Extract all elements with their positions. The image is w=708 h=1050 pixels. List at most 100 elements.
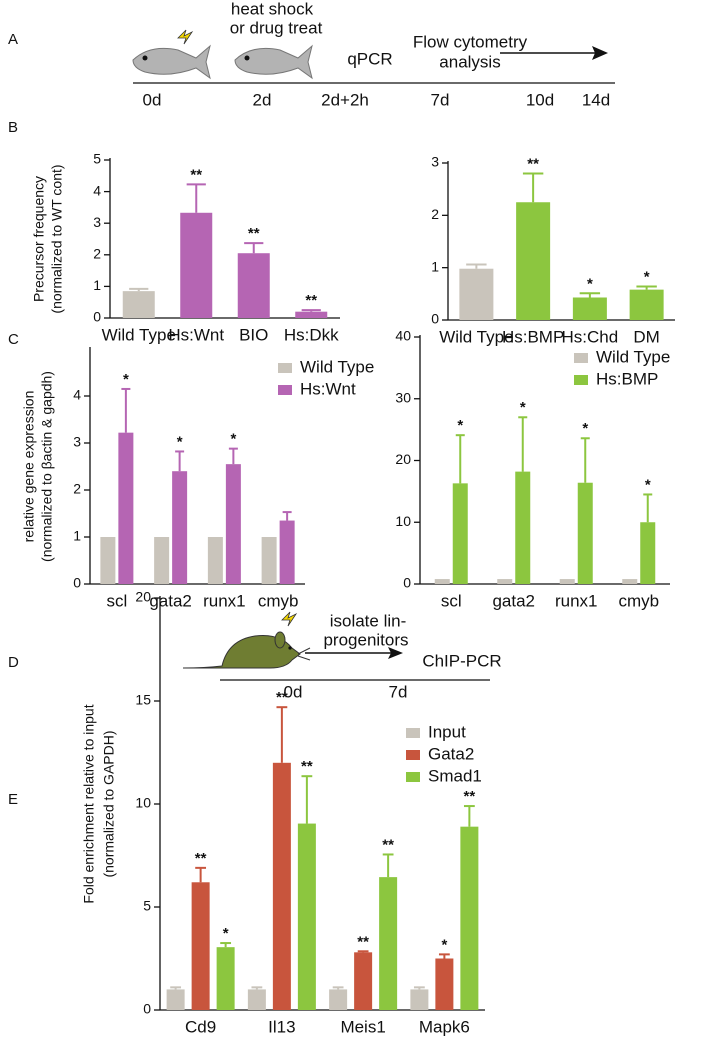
day-label: 0d	[284, 682, 303, 701]
day-label: 7d	[389, 682, 408, 701]
significance-label: **	[276, 689, 288, 706]
panel-label: E	[8, 791, 18, 808]
bar	[379, 877, 398, 1010]
bar	[100, 537, 116, 584]
error-bar	[228, 447, 238, 465]
y-tick-label: 10	[135, 795, 151, 811]
y-tick-label: 20	[135, 589, 151, 605]
significance-label: **	[357, 933, 369, 950]
day-label: 10d	[526, 90, 554, 109]
error-bar	[522, 172, 544, 203]
error-bar	[186, 183, 206, 213]
bar	[237, 253, 270, 318]
bar	[166, 989, 185, 1010]
significance-label: **	[248, 225, 260, 242]
timeline-label: progenitors	[323, 630, 408, 649]
error-bar	[220, 942, 232, 948]
error-bar	[455, 434, 465, 484]
bar	[515, 471, 531, 584]
timeline-label: or drug treat	[230, 18, 323, 37]
bar	[572, 297, 607, 320]
significance-label: **	[195, 850, 207, 867]
significance-label: *	[177, 433, 183, 450]
error-bar	[301, 309, 321, 312]
day-label: 0d	[143, 90, 162, 109]
bar	[516, 202, 551, 320]
y-axis-label: (normalized to WT cont)	[49, 164, 65, 313]
day-label: 2d	[253, 90, 272, 109]
x-tick-label: Il13	[268, 1017, 295, 1036]
x-tick-label: Hs:Dkk	[284, 325, 339, 344]
bar	[216, 947, 235, 1010]
y-tick-label: 0	[431, 311, 439, 327]
legend-swatch	[574, 375, 588, 385]
error-bar	[438, 953, 450, 959]
error-bar	[636, 285, 657, 290]
error-bar	[276, 706, 288, 763]
significance-label: *	[644, 268, 650, 285]
significance-label: *	[230, 431, 236, 448]
error-bar	[301, 775, 313, 824]
y-axis-label: Precursor frequency	[31, 176, 47, 302]
timeline-label: qPCR	[347, 49, 392, 68]
bar	[191, 882, 210, 1010]
timeline-label: isolate lin-	[330, 611, 407, 630]
bar	[497, 579, 513, 584]
legend-swatch	[278, 363, 292, 373]
significance-label: **	[464, 788, 476, 805]
bar	[329, 989, 348, 1010]
timeline-a: heat shock or drug treat qPCR Flow cytom…	[132, 0, 615, 109]
significance-label: *	[582, 420, 588, 437]
panel-label: A	[8, 31, 18, 48]
y-tick-label: 1	[73, 528, 81, 544]
error-bar	[170, 986, 182, 990]
bar	[452, 483, 468, 584]
error-bar	[466, 263, 487, 269]
bar	[460, 826, 479, 1010]
y-tick-label: 1	[93, 277, 101, 293]
y-tick-label: 0	[403, 575, 411, 591]
significance-label: *	[123, 371, 129, 388]
timeline-label: ChIP-PCR	[422, 651, 501, 670]
x-tick-label: cmyb	[258, 591, 299, 610]
legend-swatch	[406, 728, 420, 738]
x-tick-label: Cd9	[185, 1017, 216, 1036]
bar	[118, 432, 134, 584]
timeline-label: analysis	[439, 52, 500, 71]
bar	[640, 522, 656, 584]
legend-label: Wild Type	[300, 357, 374, 376]
bar	[622, 579, 638, 584]
error-bar	[121, 387, 131, 433]
y-tick-label: 1	[431, 258, 439, 274]
legend-swatch	[574, 353, 588, 363]
legend-label: Gata2	[428, 744, 474, 763]
legend-label: Hs:Wnt	[300, 379, 356, 398]
x-tick-label: Meis1	[340, 1017, 385, 1036]
y-tick-label: 3	[93, 214, 101, 230]
mouse-icon	[182, 611, 311, 669]
legend-label: Input	[428, 722, 466, 741]
day-label: 14d	[582, 90, 610, 109]
error-bar	[332, 986, 344, 990]
legend-swatch	[406, 772, 420, 782]
error-bar	[195, 866, 207, 883]
legend-label: Hs:BMP	[596, 369, 658, 388]
y-tick-label: 4	[73, 387, 81, 403]
error-bar	[643, 493, 653, 523]
x-tick-label: gata2	[492, 591, 535, 610]
bar	[410, 989, 429, 1010]
significance-label: *	[645, 476, 651, 493]
bar	[154, 537, 170, 584]
y-tick-label: 2	[431, 206, 439, 222]
bar	[279, 520, 295, 584]
y-tick-label: 3	[73, 434, 81, 450]
error-bar	[244, 242, 264, 254]
x-tick-label: Wild Type	[439, 327, 513, 346]
significance-label: *	[457, 417, 463, 434]
arrow-head	[388, 647, 403, 659]
x-tick-label: scl	[106, 591, 127, 610]
y-axis-label: Fold enrichment relative to input	[81, 704, 97, 903]
y-tick-label: 5	[93, 151, 101, 167]
day-label: 7d	[431, 90, 450, 109]
x-tick-label: DM	[633, 327, 659, 346]
